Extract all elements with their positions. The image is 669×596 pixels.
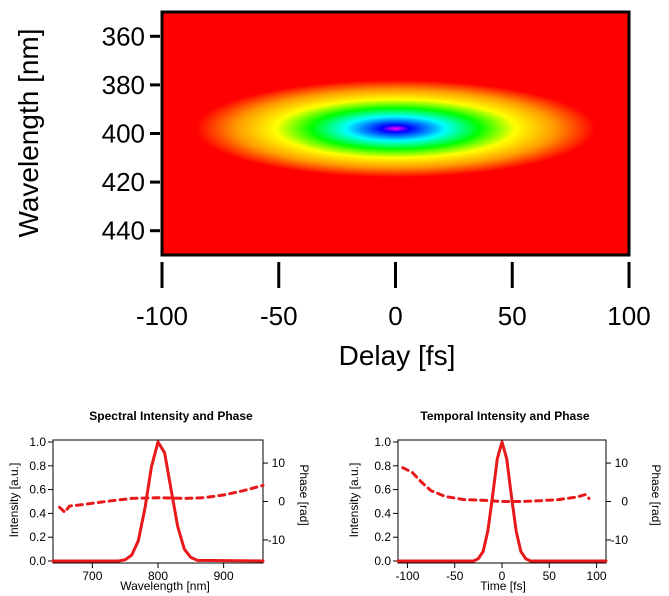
y2-tick-label: -10 [268,533,286,547]
heatmap-x-ticks: -100 -50 0 50 100 [136,262,651,331]
x-tick-label: -50 [446,569,464,583]
heatmap-y-tick-label: 400 [102,119,145,149]
heatmap-y-tick-label: 380 [102,70,145,100]
x-tick-label: 900 [214,569,234,583]
phase-line [58,483,265,514]
spectral-x-axis-label: Wavelength [nm] [120,579,210,593]
x-tick-label: 0 [499,569,506,583]
y2-tick-label: 10 [615,456,629,470]
y2-tick-label: 0 [278,495,285,509]
y-tick-label: 0.8 [374,459,391,473]
phase-line [401,466,591,503]
x-tick-label: 800 [148,569,168,583]
heatmap-y-ticks: 360 380 400 420 440 [102,21,160,246]
y2-tick-label: 10 [272,456,286,470]
y-tick-label: 0.4 [29,506,46,520]
intensity-line [51,440,265,563]
heatmap-x-tick-label: 0 [388,301,402,331]
y2-tick-label: 0 [621,495,628,509]
y-tick-label: 0.2 [29,530,46,544]
heatmap-y-tick-label: 420 [102,167,145,197]
x-tick-label: 50 [543,569,557,583]
temporal-y2-axis-label: Phase [rad] [649,464,663,525]
x-tick-label: 700 [82,569,102,583]
intensity-line [396,440,608,563]
spectral-y-axis-label: Intensity [a.u.] [7,463,21,538]
spectral-plot-marks: 700 800 900 0.0 0.2 0.4 0.6 0.8 1.0 -10 0 10 [29,435,285,583]
spectral-y2-axis-label: Phase [rad] [297,464,311,525]
y-tick-label: 0.0 [29,554,46,568]
heatmap-y-tick-label: 360 [102,21,145,51]
y-tick-label: 0.0 [374,554,391,568]
y2-tick-label: -10 [611,533,629,547]
temporal-y-axis-label: Intensity [a.u.] [347,463,361,538]
y-tick-label: 1.0 [29,435,46,449]
heatmap-chart: -100 -50 0 50 100 360 380 400 420 440 Delay [fs]… [13,10,651,371]
heatmap-x-tick-label: -100 [136,301,188,331]
spectral-plot-frame [52,439,264,564]
heatmap-y-tick-label: 440 [102,216,145,246]
spectral-plot: Spectral Intensity and Phase 700 800 900 0.… [7,409,311,593]
y-tick-label: 0.8 [29,459,46,473]
heatmap-x-tick-label: 100 [607,301,650,331]
heatmap-frame [160,10,631,257]
y-tick-label: 0.2 [374,530,391,544]
temporal-x-axis-label: Time [fs] [480,579,526,593]
temporal-plot: Temporal Intensity and Phase -100 -50 0 50 1… [347,409,663,593]
temporal-plot-title: Temporal Intensity and Phase [420,409,589,423]
spectral-plot-title: Spectral Intensity and Phase [89,409,253,423]
x-tick-label: -100 [395,569,419,583]
y-tick-label: 0.6 [29,483,46,497]
heatmap-peak-blob [195,80,596,178]
heatmap-x-tick-label: -50 [260,301,298,331]
y-tick-label: 0.4 [374,506,391,520]
y-tick-label: 1.0 [374,435,391,449]
y-tick-label: 0.6 [374,483,391,497]
heatmap-y-axis-label: Wavelength [nm] [13,28,44,237]
heatmap-x-tick-label: 50 [498,301,527,331]
x-tick-label: 100 [587,569,607,583]
heatmap-x-axis-label: Delay [fs] [339,340,456,371]
